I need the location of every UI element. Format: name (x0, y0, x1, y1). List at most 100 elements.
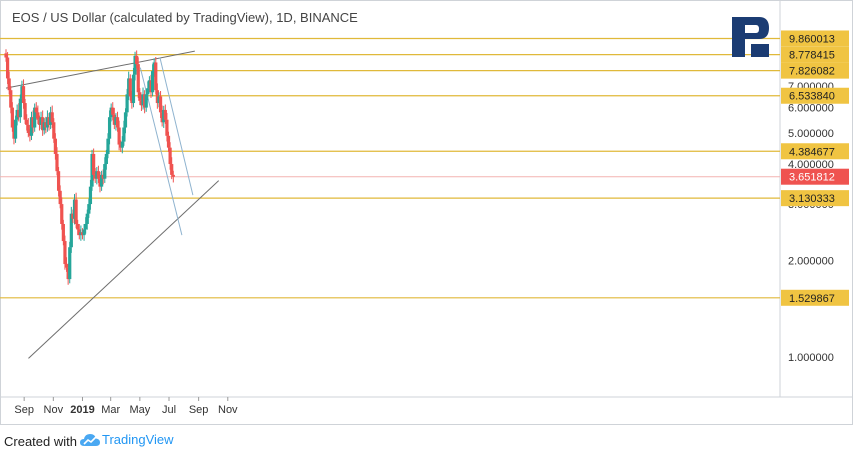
level-label: 4.384677 (789, 146, 835, 158)
candle-body (60, 204, 64, 224)
trend-line (5, 50, 195, 89)
candle-body (53, 138, 57, 154)
x-tick-label: Jul (162, 404, 176, 416)
x-tick-label: 2019 (70, 404, 94, 416)
candle-body (131, 74, 136, 104)
candle-body (56, 171, 61, 191)
candle-body (50, 112, 54, 123)
candle-body (7, 78, 11, 91)
candle-body (82, 229, 86, 236)
level-label: 3.130333 (789, 193, 835, 205)
y-tick-label: 2.000000 (788, 255, 834, 267)
candle-body (123, 112, 128, 128)
candle-body (84, 223, 88, 230)
candle-body (88, 186, 93, 205)
candle-body (96, 171, 101, 179)
candle-body (103, 164, 107, 179)
y-tick-label: 4.000000 (788, 159, 834, 171)
trend-line (28, 180, 220, 359)
candle-body (85, 213, 89, 224)
candle-body (107, 117, 112, 139)
candle-body (34, 107, 38, 113)
tradingview-brand: TradingView (102, 432, 174, 447)
candle-body (125, 94, 129, 113)
candle-body (63, 241, 67, 265)
candle-body (10, 107, 14, 128)
y-tick-label: 6.000000 (788, 103, 834, 115)
candle-body (115, 117, 120, 128)
candle-body (74, 199, 78, 224)
level-label-bg (781, 30, 849, 47)
candle-body (154, 62, 158, 91)
candle-body (165, 119, 169, 136)
candle-body (170, 164, 174, 175)
x-tick-label: Sep (189, 404, 209, 416)
candle-body (18, 98, 22, 118)
current-price-label: 3.651812 (789, 172, 835, 184)
x-tick-label: May (129, 404, 150, 416)
candle-body (61, 223, 65, 242)
candle-body (158, 96, 163, 113)
candle-body (128, 78, 132, 97)
brand-r-logo-icon (732, 17, 769, 57)
chart-title: EOS / US Dollar (calculated by TradingVi… (12, 10, 358, 25)
tradingview-cloud-icon (80, 433, 100, 446)
candle-body (64, 264, 69, 268)
candle-body (36, 112, 40, 120)
level-label-bg (781, 289, 849, 306)
level-label: 7.826082 (789, 66, 835, 78)
chart-svg: 1.0000002.0000003.0000004.0000005.000000… (0, 0, 853, 425)
candle-body (136, 64, 140, 93)
candle-body (87, 204, 91, 214)
candle-body (5, 57, 10, 79)
candle-body (120, 141, 124, 148)
candle-body (150, 71, 155, 93)
candle-body (58, 190, 62, 205)
level-label: 9.860013 (789, 33, 835, 45)
candle-body (100, 174, 104, 187)
candle-body (4, 53, 8, 58)
level-label-bg (781, 62, 849, 79)
level-label-bg (781, 190, 849, 207)
candle-body (163, 109, 167, 120)
created-with-text: Created with (4, 434, 77, 449)
candle-body (9, 90, 13, 108)
candle-body (146, 88, 150, 95)
candle-body (55, 153, 59, 172)
candle-body (76, 223, 80, 230)
footer: Created with TradingView (0, 425, 853, 460)
y-tick-label: 1.000000 (788, 352, 834, 364)
level-label-bg (781, 143, 849, 160)
candle-body (33, 107, 37, 128)
candle-body (135, 55, 139, 65)
tradingview-link[interactable]: TradingView (80, 432, 174, 447)
candle-body (166, 135, 171, 148)
x-tick-label: Nov (218, 404, 238, 416)
x-tick-label: Nov (44, 404, 64, 416)
brand-r-logo (729, 14, 773, 60)
level-label-bg (781, 46, 849, 63)
candle-body (26, 124, 30, 133)
chart-frame: 1.0000002.0000003.0000004.0000005.000000… (0, 0, 853, 425)
candle-body (25, 119, 29, 125)
level-label: 1.529867 (789, 293, 835, 305)
candle-body (68, 247, 72, 280)
candle-body (122, 127, 126, 142)
candle-body (144, 94, 148, 108)
candle-body (138, 92, 142, 101)
candle-body (117, 127, 121, 145)
candle-body (69, 213, 73, 248)
x-tick-label: Sep (14, 404, 34, 416)
candle-body (111, 107, 115, 115)
y-tick-label: 5.000000 (788, 128, 834, 140)
candle-body (104, 153, 108, 165)
level-label: 8.778415 (789, 50, 835, 62)
candle-body (106, 138, 110, 154)
candle-body (52, 122, 56, 139)
candle-body (13, 119, 18, 139)
candle-body (133, 55, 137, 75)
level-label: 6.533840 (789, 91, 835, 103)
level-label-bg (781, 87, 849, 104)
candle-body (21, 86, 26, 104)
candle-body (168, 147, 172, 165)
